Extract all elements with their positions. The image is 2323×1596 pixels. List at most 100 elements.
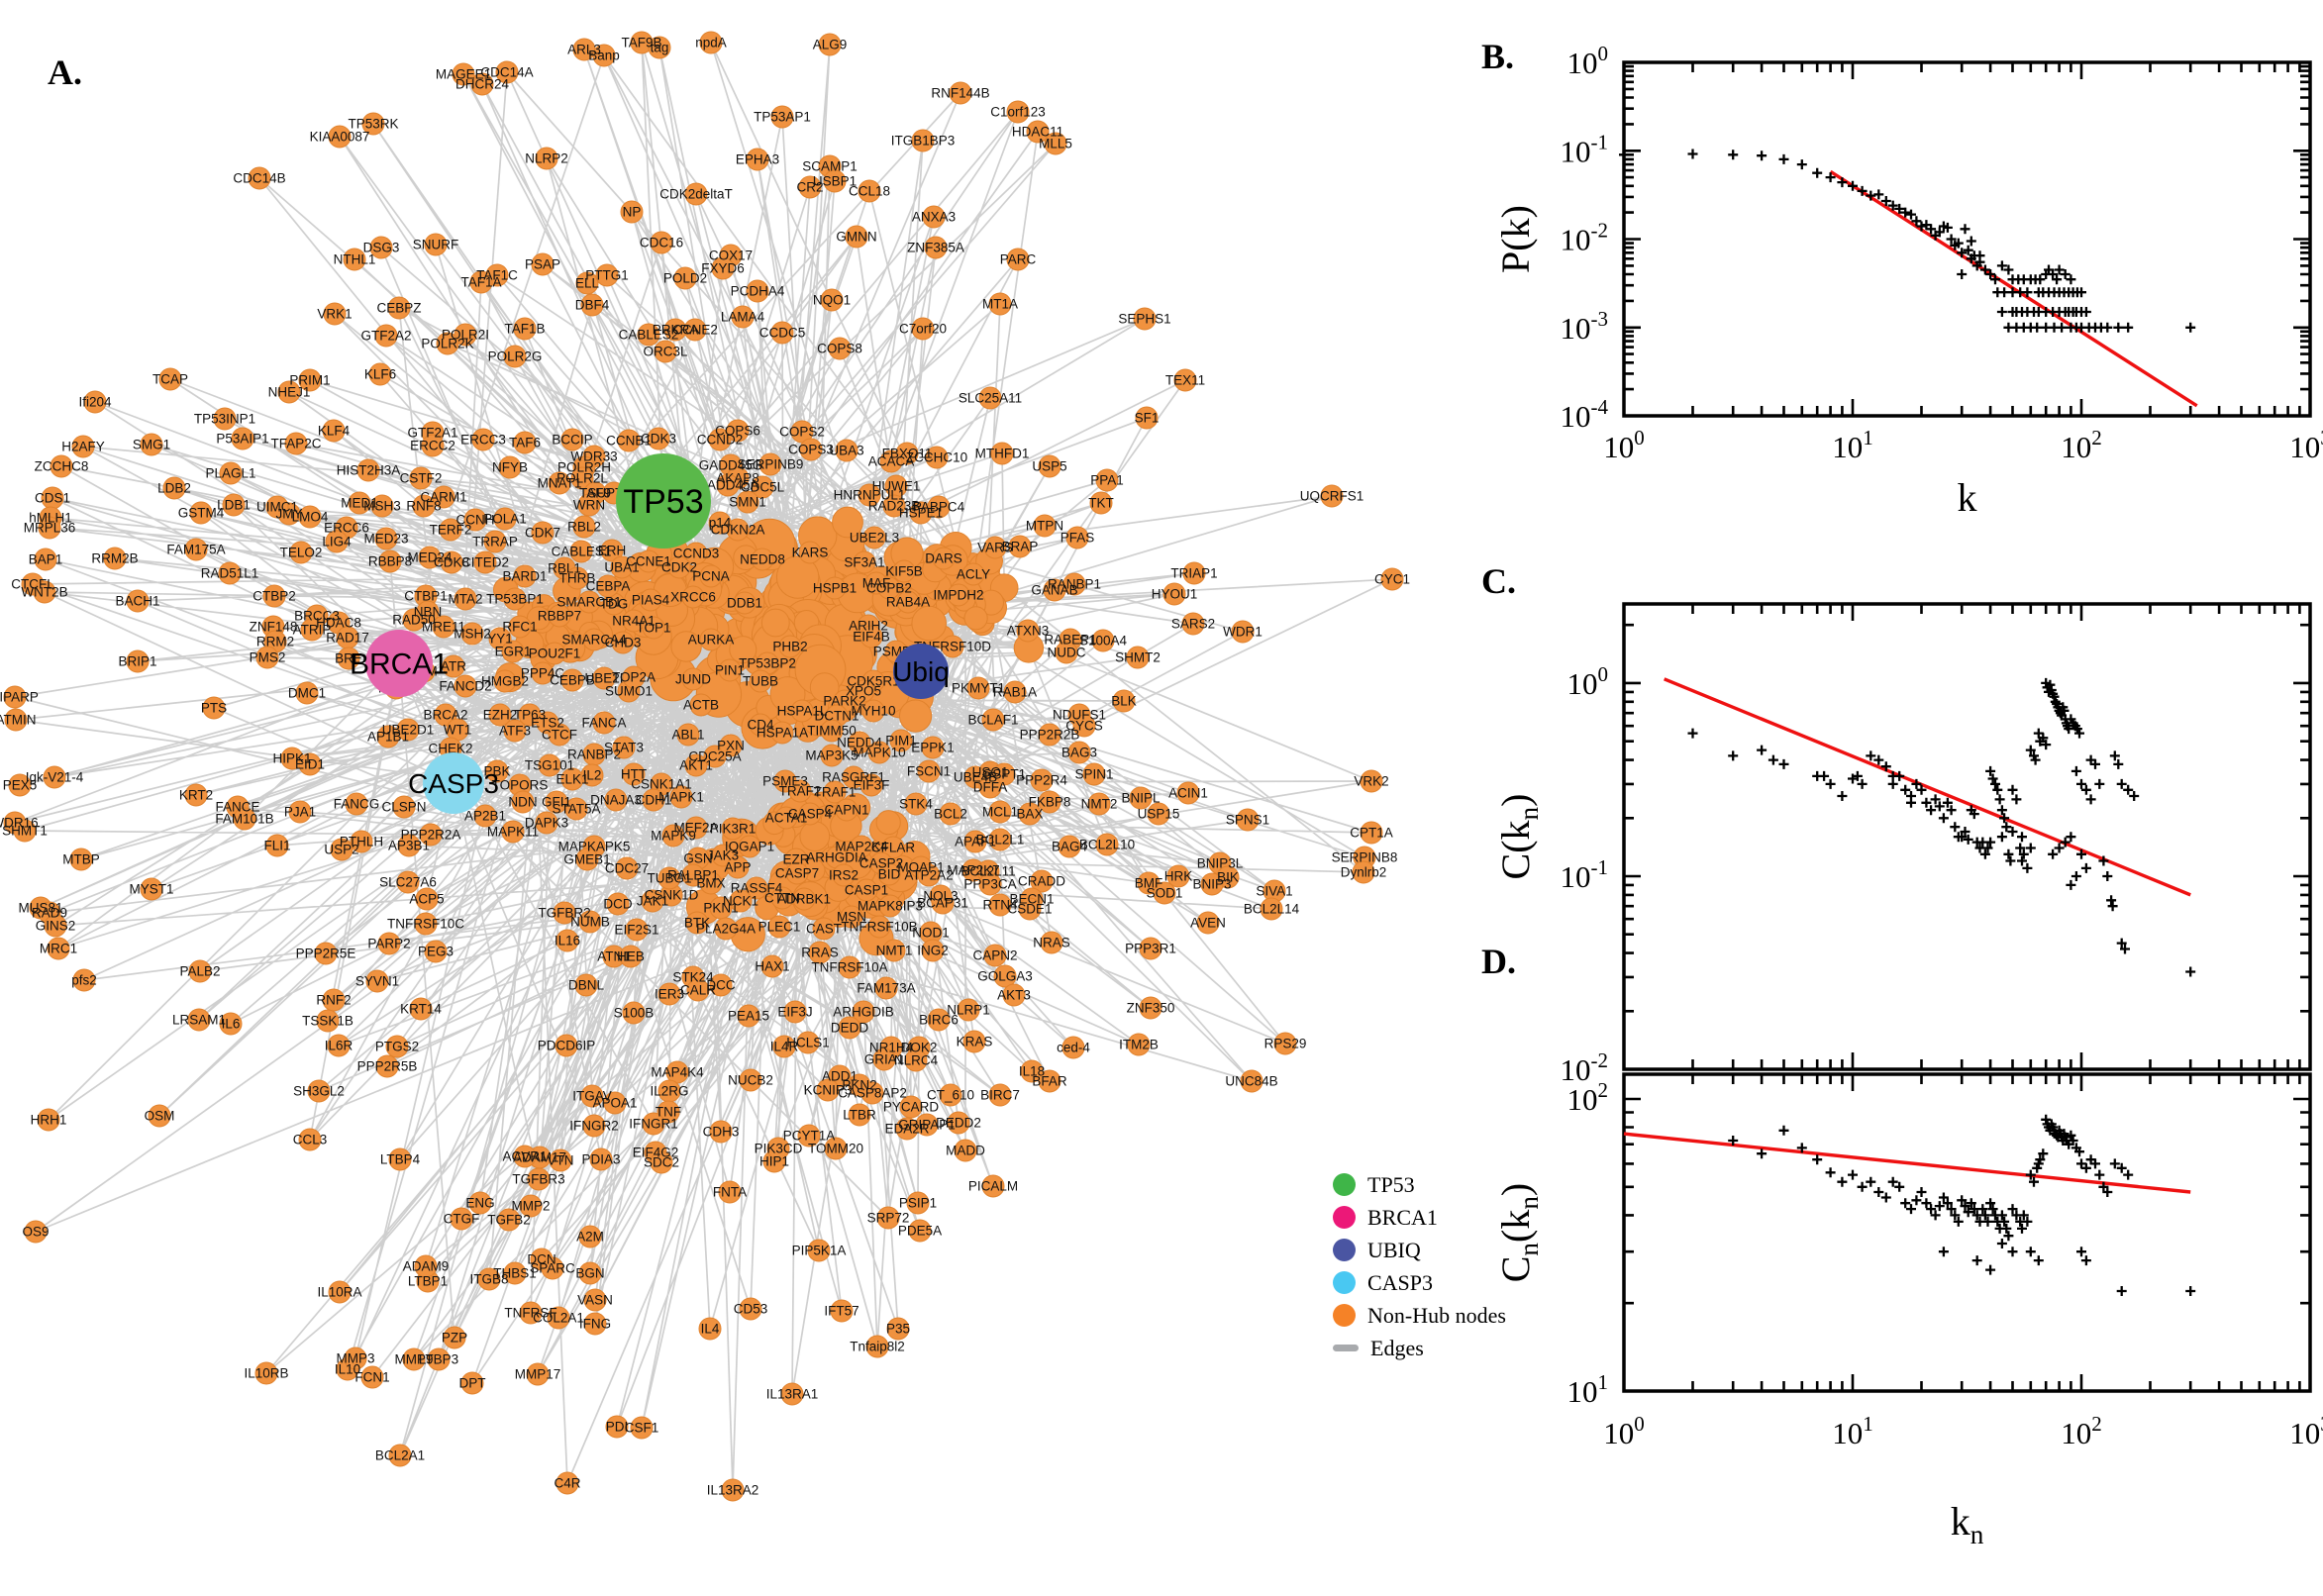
network-node-label: SF1 xyxy=(1135,411,1160,426)
network-node-label: AKT3 xyxy=(997,988,1031,1003)
network-node xyxy=(867,741,891,764)
network-node-label: TP53INP1 xyxy=(194,412,255,427)
network-node xyxy=(978,775,1002,799)
network-node xyxy=(790,699,814,723)
network-node xyxy=(498,455,522,479)
network-node xyxy=(770,321,794,345)
scatter-points xyxy=(1687,677,2196,977)
network-node-label: NTHL1 xyxy=(334,252,376,267)
plot-panel-d: 102101100101102103Cn​(kn​)kn​ xyxy=(1493,1072,2323,1549)
network-node-label: MTHFD1 xyxy=(975,447,1030,461)
network-node-label: CSTF2 xyxy=(400,471,443,486)
network-node-label: BFAR xyxy=(1032,1074,1067,1089)
plot-ticks xyxy=(1624,604,2310,1069)
network-node xyxy=(1016,619,1040,643)
network-node-label: IL10RA xyxy=(317,1285,361,1300)
network-node-label: JUND xyxy=(675,672,711,687)
network-node-label: COPB2 xyxy=(866,581,912,596)
edge-swatch-icon xyxy=(1333,1345,1359,1351)
network-node xyxy=(983,536,1007,559)
network-node-label: UQCRFS1 xyxy=(1300,489,1364,504)
hub-label-tp53: TP53 xyxy=(623,483,703,521)
network-node-label: DNAJA3 xyxy=(590,793,642,808)
network-node xyxy=(1003,680,1027,704)
network-node-label: DEDD xyxy=(831,1021,869,1036)
axis-label: kn​ xyxy=(1951,1499,1984,1549)
network-node xyxy=(385,1035,409,1058)
network-node-label: IFT57 xyxy=(824,1304,858,1319)
network-node xyxy=(460,622,484,646)
network-node xyxy=(582,628,606,651)
network-node-label: MRPL36 xyxy=(24,521,76,536)
network-node-label: PPP2R2A xyxy=(401,828,461,843)
network-node xyxy=(47,937,70,960)
network-node xyxy=(424,233,448,256)
network-node-label: IL16 xyxy=(555,934,580,948)
network-node-label: Igk-V21-4 xyxy=(26,770,84,785)
network-node-label: EZH2 xyxy=(483,708,518,723)
network-node-label: KIF5B xyxy=(885,564,923,579)
network-node-label: MTPN xyxy=(1026,519,1063,534)
network-node xyxy=(575,271,599,295)
network-node-label: WRN xyxy=(573,498,605,513)
network-node xyxy=(892,559,916,583)
network-node xyxy=(1231,620,1255,644)
network-node-label: CYC1 xyxy=(1374,572,1410,587)
network-node-label: PFAS xyxy=(1060,531,1095,546)
network-node-label: BCL2L10 xyxy=(1079,838,1135,852)
network-node-label: PDIA3 xyxy=(581,1152,620,1167)
network-node-label: ZCCHC10 xyxy=(906,450,967,465)
network-labeled-nodes xyxy=(3,31,1404,1502)
panel-c-letter: C. xyxy=(1481,561,1516,601)
panel-d-letter: D. xyxy=(1481,942,1516,981)
network-node xyxy=(648,36,671,59)
network-node xyxy=(503,345,527,368)
network-node xyxy=(911,605,948,642)
network-node-label: MTBP xyxy=(62,852,100,867)
network-node xyxy=(419,823,443,847)
network-node-label: ALG9 xyxy=(813,38,848,52)
plot-frame xyxy=(1622,602,2312,1071)
network-node xyxy=(1067,741,1091,764)
network-node-label: HSPA1A xyxy=(757,726,808,741)
network-node-label: PMS2 xyxy=(250,650,286,665)
network-node xyxy=(33,580,56,604)
network-node-label: SERPINB8 xyxy=(1332,850,1398,865)
network-node-label: CASP7 xyxy=(775,866,819,881)
network-node-label: USP2 xyxy=(324,843,358,857)
network-node-label: IL2 xyxy=(583,768,602,783)
network-node xyxy=(560,668,584,692)
network-node-label: PCNA xyxy=(692,569,730,584)
network-node xyxy=(513,431,537,454)
network-node-label: S100A4 xyxy=(1079,634,1128,648)
network-node xyxy=(667,555,691,579)
network-node xyxy=(751,475,774,499)
legend-label: UBIQ xyxy=(1367,1237,1421,1262)
network-node-label: TAF1B xyxy=(504,322,545,337)
network-node xyxy=(699,564,723,588)
network-node xyxy=(858,179,881,203)
network-node-label: FXYD6 xyxy=(701,261,745,276)
network-node xyxy=(828,337,852,360)
network-node-label: IL6R xyxy=(325,1039,354,1053)
network-node-label: CRADD xyxy=(1018,874,1065,889)
network-node-label: Banp xyxy=(588,49,620,63)
plot-frame xyxy=(1622,60,2312,418)
network-node xyxy=(213,407,237,431)
network-node xyxy=(378,549,402,573)
network-node-label: RBL2 xyxy=(567,520,601,535)
tick-label: 103 xyxy=(2289,1412,2323,1450)
network-node xyxy=(71,435,95,458)
network-node-label: KRAS xyxy=(957,1035,993,1049)
network-node xyxy=(1095,468,1119,492)
network-node-label: CEBPZ xyxy=(376,301,421,316)
network-node-label: TUBB xyxy=(743,674,778,689)
network-node xyxy=(676,723,700,747)
network-node-label: LDB2 xyxy=(157,481,191,496)
network-node-label: BNIP3 xyxy=(1192,877,1231,892)
network-node-label: BCL2L1 xyxy=(976,833,1025,848)
network-node xyxy=(721,817,745,841)
network-node xyxy=(1065,526,1089,549)
network-node-label: Tnfaip8l2 xyxy=(850,1340,905,1354)
network-node-label: PPP3CA xyxy=(963,877,1016,892)
